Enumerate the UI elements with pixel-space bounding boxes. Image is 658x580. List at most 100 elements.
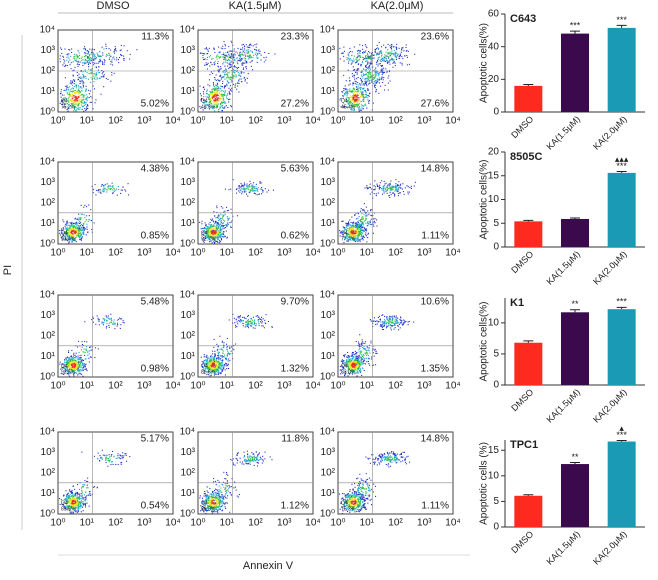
dot: [97, 69, 99, 71]
dot: [208, 79, 210, 81]
dot: [216, 95, 218, 97]
dot: [88, 353, 90, 355]
dot: [73, 361, 75, 363]
dot: [202, 91, 204, 93]
dot: [226, 206, 228, 208]
dot: [245, 188, 247, 190]
dot: [79, 233, 81, 235]
dot: [78, 94, 80, 96]
dot: [71, 238, 73, 240]
dot: [376, 44, 378, 46]
dot: [219, 95, 221, 97]
dot: [268, 52, 270, 54]
dot: [67, 104, 69, 106]
gate-label: Q4: [201, 230, 208, 236]
dot: [216, 224, 218, 226]
dot: [259, 188, 261, 190]
dot: [68, 234, 70, 236]
dot: [76, 56, 78, 58]
dot: [64, 102, 66, 104]
dot: [80, 100, 82, 102]
dot: [212, 96, 214, 98]
dot: [73, 363, 75, 365]
dot: [373, 76, 375, 78]
dot: [359, 226, 361, 228]
dot: [356, 234, 358, 236]
x-tick-label: 10²: [108, 381, 123, 392]
dot: [218, 232, 220, 234]
dot: [380, 85, 382, 87]
dot: [74, 372, 76, 374]
dot: [64, 371, 66, 373]
dot: [88, 55, 90, 57]
dot: [226, 85, 228, 87]
dot: [365, 222, 367, 224]
dot: [381, 77, 383, 79]
dot: [98, 191, 100, 193]
dot: [244, 52, 246, 54]
dot: [87, 61, 89, 63]
dot: [80, 77, 82, 79]
dot: [352, 93, 354, 95]
dot: [386, 186, 388, 188]
dot: [357, 69, 359, 71]
dot: [227, 352, 229, 354]
dot: [213, 239, 215, 241]
dot: [393, 52, 395, 54]
dot: [224, 101, 226, 103]
dot: [80, 87, 82, 89]
dot: [368, 71, 370, 73]
dot: [226, 224, 228, 226]
dot: [349, 219, 351, 221]
dot: [385, 182, 387, 184]
dot: [76, 368, 78, 370]
dot: [77, 355, 79, 357]
dot: [377, 185, 379, 187]
dot: [74, 238, 76, 240]
dot: [257, 319, 259, 321]
dot: [216, 207, 218, 209]
dot: [240, 48, 242, 50]
dot: [216, 211, 218, 213]
dot: [256, 54, 258, 56]
dot: [79, 82, 81, 84]
dot: [365, 56, 367, 58]
dot: [360, 95, 362, 97]
dot: [66, 103, 68, 105]
dot: [67, 356, 69, 358]
dot: [220, 206, 222, 208]
dot: [217, 351, 219, 353]
dot: [209, 236, 211, 238]
dot: [361, 227, 363, 229]
dot: [70, 372, 72, 374]
dot: [65, 232, 67, 234]
dot: [387, 43, 389, 45]
dot: [74, 239, 76, 241]
dot: [90, 53, 92, 55]
dot: [218, 230, 220, 232]
dot: [246, 52, 248, 54]
dot: [87, 232, 89, 234]
dot: [387, 56, 389, 58]
dot: [360, 96, 362, 98]
dot: [234, 85, 236, 87]
dot: [216, 370, 218, 372]
dot: [363, 105, 365, 107]
dot: [103, 74, 105, 76]
dot: [215, 228, 217, 230]
dot: [225, 68, 227, 70]
dot: [371, 62, 373, 64]
dot: [205, 237, 207, 239]
dot: [214, 354, 216, 356]
dot: [228, 87, 230, 89]
dot: [220, 373, 222, 375]
dot: [217, 83, 219, 85]
dot: [208, 229, 210, 231]
dot: [200, 228, 202, 230]
dot: [363, 236, 365, 238]
dot: [372, 222, 374, 224]
dot: [66, 59, 68, 61]
dot: [71, 231, 73, 233]
dot: [72, 75, 74, 77]
dot: [235, 319, 237, 321]
